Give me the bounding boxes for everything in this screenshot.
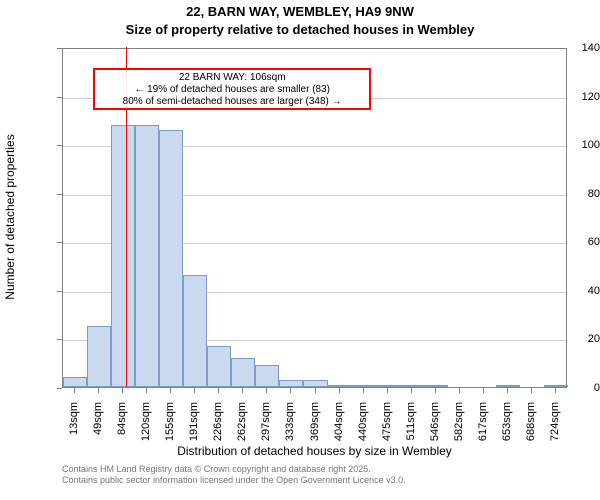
x-tick-label: 13sqm — [68, 402, 80, 452]
y-tick-label: 60 — [548, 236, 600, 248]
y-tick-mark — [57, 388, 62, 389]
x-tick-mark — [363, 388, 364, 393]
x-tick-label: 617sqm — [477, 402, 489, 452]
histogram-bar — [376, 385, 400, 387]
x-tick-label: 724sqm — [549, 402, 561, 452]
x-tick-label: 333sqm — [284, 402, 296, 452]
x-tick-mark — [411, 388, 412, 393]
histogram-bar — [207, 346, 231, 387]
x-tick-mark — [483, 388, 484, 393]
x-tick-label: 688sqm — [525, 402, 537, 452]
x-tick-label: 155sqm — [164, 402, 176, 452]
x-tick-mark — [122, 388, 123, 393]
histogram-bar — [87, 326, 111, 387]
plot-area: 22 BARN WAY: 106sqm← 19% of detached hou… — [62, 48, 567, 388]
y-tick-label: 80 — [548, 188, 600, 200]
attribution-line-2: Contains public sector information licen… — [62, 475, 406, 486]
x-tick-mark — [98, 388, 99, 393]
chart-title-line2: Size of property relative to detached ho… — [0, 22, 600, 37]
x-tick-mark — [242, 388, 243, 393]
y-tick-mark — [57, 194, 62, 195]
histogram-bar — [279, 380, 303, 387]
y-tick-label: 40 — [548, 285, 600, 297]
histogram-bar — [303, 380, 327, 387]
chart-title-line1: 22, BARN WAY, WEMBLEY, HA9 9NW — [0, 4, 600, 19]
y-tick-mark — [57, 339, 62, 340]
y-tick-label: 140 — [548, 42, 600, 54]
attribution-text: Contains HM Land Registry data © Crown c… — [62, 464, 406, 487]
y-tick-label: 20 — [548, 333, 600, 345]
y-tick-mark — [57, 291, 62, 292]
x-tick-mark — [531, 388, 532, 393]
x-tick-mark — [266, 388, 267, 393]
y-tick-label: 120 — [548, 91, 600, 103]
x-tick-mark — [74, 388, 75, 393]
x-tick-label: 546sqm — [429, 402, 441, 452]
histogram-bar — [496, 385, 520, 387]
x-tick-label: 84sqm — [116, 402, 128, 452]
x-tick-mark — [435, 388, 436, 393]
x-tick-mark — [555, 388, 556, 393]
histogram-bar — [111, 125, 135, 387]
y-tick-mark — [57, 97, 62, 98]
histogram-bar — [159, 130, 183, 387]
y-tick-mark — [57, 48, 62, 49]
y-tick-label: 100 — [548, 139, 600, 151]
x-tick-mark — [315, 388, 316, 393]
x-tick-label: 582sqm — [453, 402, 465, 452]
annotation-line: ← 19% of detached houses are smaller (83… — [99, 84, 365, 96]
x-tick-label: 475sqm — [381, 402, 393, 452]
x-tick-label: 191sqm — [188, 402, 200, 452]
x-tick-mark — [290, 388, 291, 393]
x-tick-label: 120sqm — [140, 402, 152, 452]
y-axis-label: Number of detached properties — [3, 117, 17, 317]
x-tick-label: 653sqm — [501, 402, 513, 452]
histogram-bar — [183, 275, 207, 387]
x-tick-label: 297sqm — [260, 402, 272, 452]
annotation-box: 22 BARN WAY: 106sqm← 19% of detached hou… — [93, 68, 371, 110]
x-tick-label: 369sqm — [309, 402, 321, 452]
histogram-bar — [255, 365, 279, 387]
histogram-bar — [63, 377, 87, 387]
y-tick-mark — [57, 242, 62, 243]
x-tick-label: 440sqm — [357, 402, 369, 452]
x-tick-label: 404sqm — [333, 402, 345, 452]
annotation-line: 80% of semi-detached houses are larger (… — [99, 96, 365, 108]
x-tick-label: 49sqm — [92, 402, 104, 452]
property-size-chart: 22, BARN WAY, WEMBLEY, HA9 9NW Size of p… — [0, 0, 600, 500]
histogram-bar — [135, 125, 159, 387]
x-tick-mark — [339, 388, 340, 393]
histogram-bar — [352, 385, 376, 387]
histogram-bar — [328, 385, 352, 387]
x-tick-mark — [146, 388, 147, 393]
x-tick-mark — [507, 388, 508, 393]
y-tick-mark — [57, 145, 62, 146]
attribution-line-1: Contains HM Land Registry data © Crown c… — [62, 464, 406, 475]
histogram-bar — [400, 385, 424, 387]
x-tick-label: 262sqm — [236, 402, 248, 452]
x-tick-mark — [459, 388, 460, 393]
x-tick-mark — [170, 388, 171, 393]
histogram-bar — [424, 385, 448, 387]
x-tick-mark — [218, 388, 219, 393]
x-tick-label: 226sqm — [212, 402, 224, 452]
x-tick-mark — [387, 388, 388, 393]
x-tick-label: 511sqm — [405, 402, 417, 452]
annotation-line: 22 BARN WAY: 106sqm — [99, 72, 365, 84]
histogram-bar — [231, 358, 255, 387]
x-tick-mark — [194, 388, 195, 393]
